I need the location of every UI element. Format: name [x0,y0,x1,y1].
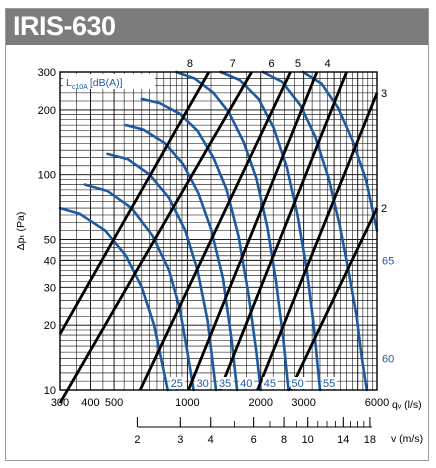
velocity-tick-label-8: 8 [281,434,287,446]
x-tick-label-1000: 1000 [175,397,199,409]
damper-line-2 [288,207,379,391]
y-tick-label-100: 100 [38,170,56,182]
velocity-tick-label-6: 6 [251,434,257,446]
damper-label-5: 5 [295,58,301,70]
velocity-tick-label-4: 4 [208,434,214,446]
sound-label-40: 40 [240,378,252,390]
x-tick-label-300: 300 [51,397,69,409]
damper-line-8 [58,71,211,335]
velocity-tick-label-3: 3 [177,434,183,446]
x-axis-label: qᵥ (l/s) [392,399,422,411]
velocity-tick-label-14: 14 [337,434,349,446]
damper-label-4: 4 [324,58,330,70]
sound-label-bg [262,377,278,389]
sound-label-45: 45 [264,378,276,390]
sound-label-bg [321,377,337,389]
title-bar: IRIS-630 [6,9,428,45]
damper-line-4 [218,71,348,391]
y-tick-label-20: 20 [44,320,56,332]
sound-label-bg [381,352,396,365]
sound-curves [58,70,379,392]
sound-label-35: 35 [219,378,231,390]
sound-curve-65 [301,70,379,232]
damper-label-7: 7 [230,58,236,70]
sound-label-50: 50 [292,378,304,390]
damper-line-3 [256,92,379,391]
sound-label-60: 60 [382,354,394,366]
sound-legend: Lc10A [dB(A)] [66,77,123,91]
x-tick-label-400: 400 [81,397,99,409]
sound-legend-sub: c10A [72,84,88,91]
velocity-tick-label-10: 10 [302,434,314,446]
y-tick-label-50: 50 [44,235,56,247]
sound-label-bg [217,377,233,389]
damper-label-6: 6 [268,58,274,70]
y-tick-label-200: 200 [38,105,56,117]
damper-line-5 [187,71,319,391]
sound-label-bg [195,377,211,389]
sound-label-bg [239,377,255,389]
velocity-axis: 2 3 4 6 8 10 14 18 [134,417,376,446]
damper-label-3: 3 [381,88,387,100]
y-tick-label-30: 30 [44,282,56,294]
damper-lines [58,71,379,404]
sound-label-55: 55 [323,378,335,390]
sound-legend-main: L [66,77,72,89]
sound-curve-25 [58,206,169,392]
sound-curve-30 [83,183,195,392]
x-tick-label-500: 500 [105,397,123,409]
velocity-tick-label-18: 18 [364,434,376,446]
y-tick-label-10: 10 [44,385,56,397]
y-tick-label-300: 300 [38,67,56,79]
velocity-axis-label: v (m/s) [391,433,423,445]
y-tick-label-40: 40 [44,255,56,267]
sound-label-25: 25 [171,378,183,390]
sound-curve-45 [140,97,262,392]
y-axis-label: Δpₜ (Pa) [15,212,27,251]
x-tick-label-6000: 6000 [365,397,389,409]
x-tick-label-2000: 2000 [249,397,273,409]
x-tick-label-3000: 3000 [291,397,315,409]
sound-legend-rest: [dB(A)] [90,77,123,89]
sound-label-bg [290,377,306,389]
sound-label-65: 65 [382,255,394,267]
sound-curve-40 [124,123,239,392]
sound-curve-55 [219,70,322,392]
chart-title: IRIS-630 [13,11,116,41]
legend-bg [63,74,155,89]
plot-border [59,71,378,391]
sound-curve-35 [106,152,218,392]
damper-label-8: 8 [187,58,193,70]
damper-line-6 [138,71,292,391]
velocity-tick-label-2: 2 [134,434,140,446]
sound-label-bg [169,377,185,389]
sound-label-30: 30 [197,378,209,390]
grid [59,72,377,391]
damper-line-7 [58,71,253,404]
damper-label-2: 2 [381,203,387,215]
